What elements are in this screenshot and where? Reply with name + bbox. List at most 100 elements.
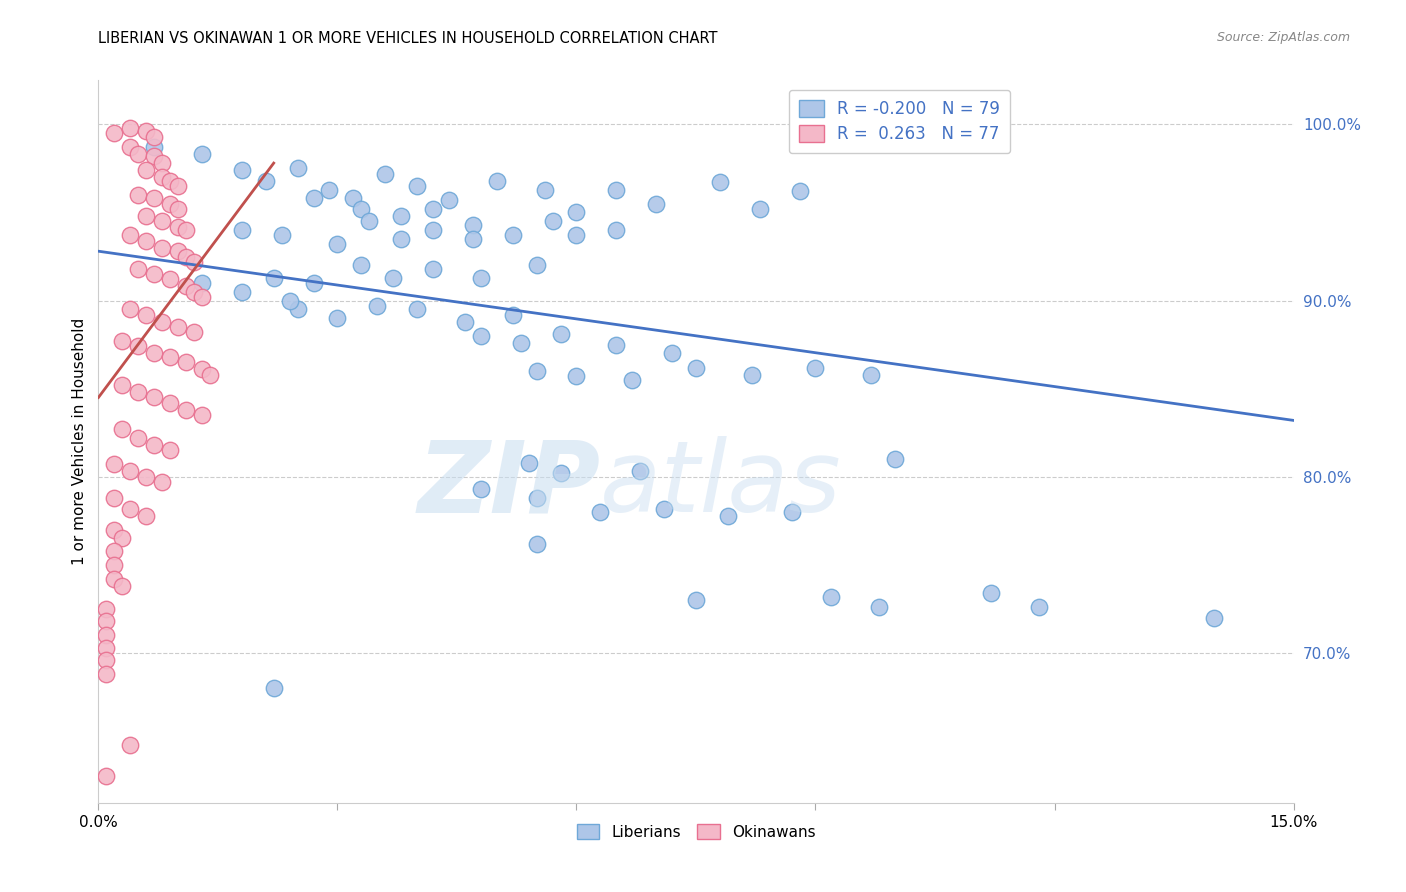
Point [804,360,827,375]
Point [191,408,214,422]
Point [589,505,612,519]
Point [748,202,770,216]
Point [103,491,125,505]
Point [174,355,197,369]
Point [135,470,157,484]
Point [103,543,125,558]
Point [820,590,842,604]
Point [605,223,627,237]
Point [174,402,197,417]
Point [159,443,181,458]
Point [318,182,340,196]
Point [103,523,125,537]
Text: atlas: atlas [600,436,842,533]
Point [167,219,190,234]
Point [167,179,190,194]
Point [150,214,173,228]
Point [350,202,373,216]
Point [661,346,683,360]
Point [470,482,492,496]
Point [350,258,373,272]
Point [167,202,190,216]
Point [422,202,444,216]
Point [143,191,166,205]
Point [461,218,484,232]
Point [454,315,477,329]
Point [127,261,149,276]
Text: ZIP: ZIP [418,436,600,533]
Point [860,368,883,382]
Point [191,362,214,376]
Point [159,196,181,211]
Point [565,205,588,219]
Point [143,129,166,144]
Point [183,285,205,299]
Point [565,369,588,384]
Point [382,270,405,285]
Point [780,505,803,519]
Point [326,311,349,326]
Point [709,176,731,190]
Point [150,156,173,170]
Point [406,179,429,194]
Point [645,196,668,211]
Point [120,738,142,752]
Point [406,302,429,317]
Point [120,120,142,135]
Point [550,326,572,341]
Point [96,653,118,667]
Point [485,174,508,188]
Point [167,244,190,259]
Point [174,279,197,293]
Point [150,241,173,255]
Point [96,602,118,616]
Point [103,572,125,586]
Y-axis label: 1 or more Vehicles in Household: 1 or more Vehicles in Household [72,318,87,566]
Point [470,328,492,343]
Point [191,276,214,290]
Point [263,270,285,285]
Text: Source: ZipAtlas.com: Source: ZipAtlas.com [1216,31,1350,45]
Point [374,167,396,181]
Point [120,465,142,479]
Point [127,385,149,400]
Point [135,124,157,138]
Point [111,422,134,436]
Point [127,187,149,202]
Point [103,458,125,472]
Point [135,163,157,178]
Point [96,628,118,642]
Point [231,163,253,178]
Point [159,174,181,188]
Point [96,769,118,783]
Point [278,293,301,308]
Point [159,396,181,410]
Point [143,140,166,154]
Point [685,593,707,607]
Point [422,261,444,276]
Point [287,302,309,317]
Point [359,214,381,228]
Point [159,350,181,364]
Point [143,438,166,452]
Point [652,501,675,516]
Point [143,149,166,163]
Point [628,465,651,479]
Point [159,272,181,286]
Point [254,174,277,188]
Text: LIBERIAN VS OKINAWAN 1 OR MORE VEHICLES IN HOUSEHOLD CORRELATION CHART: LIBERIAN VS OKINAWAN 1 OR MORE VEHICLES … [98,31,718,46]
Point [150,170,173,185]
Point [717,508,740,523]
Point [342,191,364,205]
Point [96,667,118,681]
Point [302,191,325,205]
Point [1202,611,1225,625]
Point [470,270,492,285]
Point [502,228,524,243]
Point [980,586,1002,600]
Point [191,290,214,304]
Point [120,228,142,243]
Point [526,364,548,378]
Point [143,391,166,405]
Point [120,140,142,154]
